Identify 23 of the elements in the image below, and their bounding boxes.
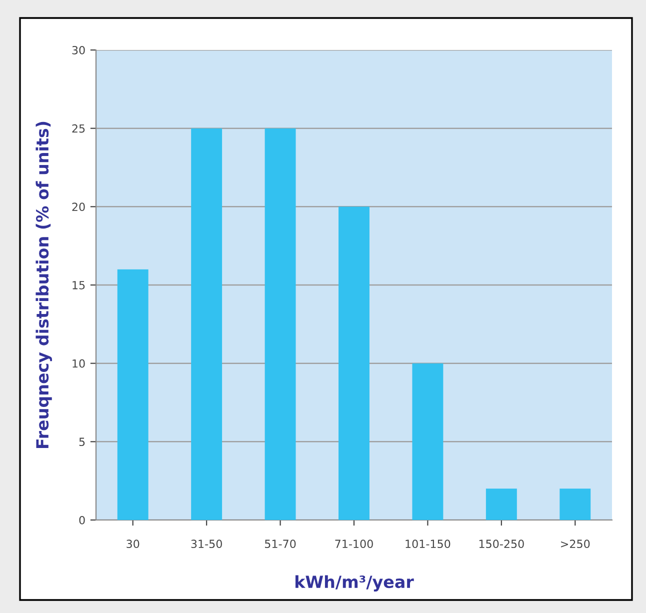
- bar: [264, 128, 296, 520]
- x-tick-label: 101-150: [406, 540, 450, 548]
- y-tick-label: 25: [72, 124, 85, 133]
- x-axis-title: kWh/m³/year: [295, 575, 414, 592]
- y-tick-label: 0: [79, 516, 85, 524]
- y-axis-title: Freuqnecy distribution (% of units): [36, 122, 52, 448]
- y-tick-label: 15: [72, 281, 85, 290]
- x-tick-label: >250: [561, 540, 590, 548]
- bar: [338, 206, 370, 520]
- bar: [486, 488, 517, 520]
- y-tick-label: 30: [72, 46, 85, 54]
- bar: [191, 128, 222, 520]
- bar: [412, 363, 444, 520]
- x-tick-label: 150-250: [479, 540, 524, 548]
- x-tick-label: 31-50: [191, 540, 222, 548]
- y-tick-label: 20: [72, 202, 85, 212]
- y-tick-label: 5: [79, 438, 85, 446]
- bar: [117, 269, 148, 520]
- y-tick-label: 10: [72, 359, 85, 368]
- bar: [560, 488, 591, 520]
- x-tick-label: 30: [126, 540, 140, 548]
- x-tick-label: 51-70: [265, 540, 296, 548]
- x-tick-label: 71-100: [335, 540, 373, 548]
